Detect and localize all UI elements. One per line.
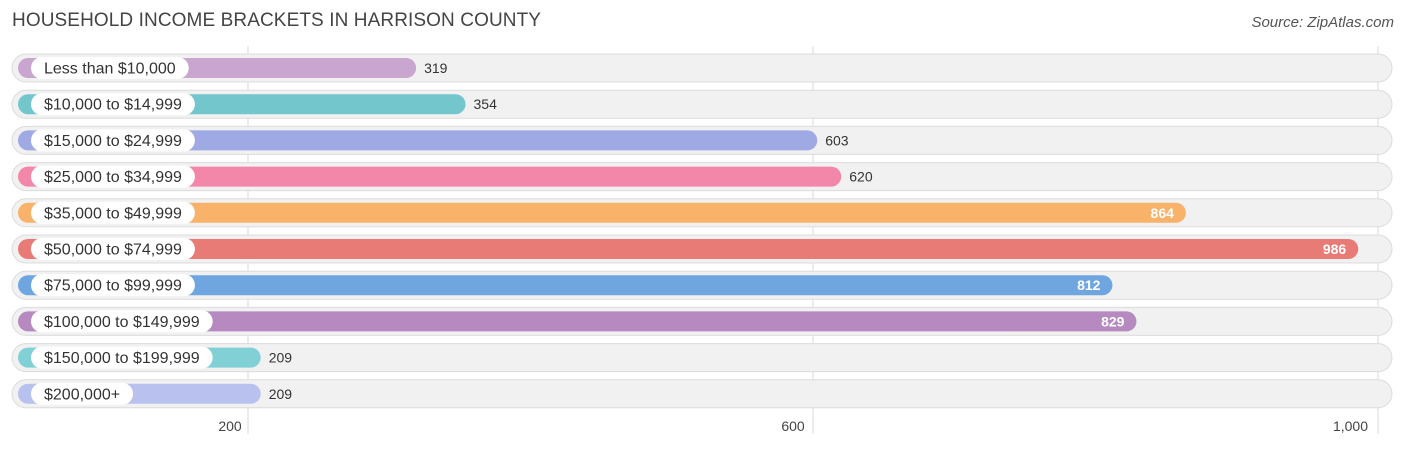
category-label-pill (31, 129, 195, 152)
category-label-pill (31, 165, 195, 188)
chart-title: HOUSEHOLD INCOME BRACKETS IN HARRISON CO… (12, 10, 542, 31)
x-tick-label: 600 (781, 418, 805, 434)
category-label-pill (31, 93, 195, 116)
value-label: 812 (1077, 277, 1101, 293)
category-label-pill (31, 346, 213, 369)
bar (18, 239, 1359, 259)
category-label: $10,000 to $14,999 (44, 97, 182, 114)
category-label-pill (31, 382, 134, 405)
category-label: $75,000 to $99,999 (44, 278, 182, 295)
value-label: 603 (825, 132, 849, 148)
source-note: Source: ZipAtlas.com (1251, 14, 1394, 31)
category-label: $25,000 to $34,999 (44, 169, 182, 186)
category-label-pill (31, 201, 195, 224)
value-label: 319 (424, 60, 448, 76)
bar (18, 311, 1137, 332)
bar (18, 275, 1113, 296)
value-label: 986 (1323, 241, 1347, 257)
category-label: $50,000 to $74,999 (44, 242, 182, 259)
category-label: Less than $10,000 (44, 61, 176, 78)
category-label: $100,000 to $149,999 (44, 314, 200, 331)
category-label-pill (31, 57, 189, 79)
bar (18, 166, 842, 187)
x-tick-label: 1,000 (1333, 418, 1368, 434)
category-label: $200,000+ (44, 386, 120, 403)
bar-track (11, 343, 1393, 373)
value-label: 864 (1151, 205, 1175, 221)
category-label-pill (31, 238, 195, 260)
value-label: 829 (1101, 313, 1125, 329)
category-label-pill (31, 274, 195, 297)
value-label: 209 (269, 350, 293, 366)
value-label: 209 (269, 386, 293, 402)
x-tick-label: 200 (218, 418, 242, 434)
category-label: $35,000 to $49,999 (44, 205, 182, 222)
value-label: 354 (474, 96, 498, 112)
category-label: $15,000 to $24,999 (44, 133, 182, 150)
value-label: 620 (849, 169, 873, 185)
bar (18, 130, 818, 151)
category-label: $150,000 to $199,999 (44, 350, 200, 367)
bar (18, 202, 1186, 223)
category-label-pill (31, 310, 213, 333)
bar-track (11, 379, 1393, 409)
